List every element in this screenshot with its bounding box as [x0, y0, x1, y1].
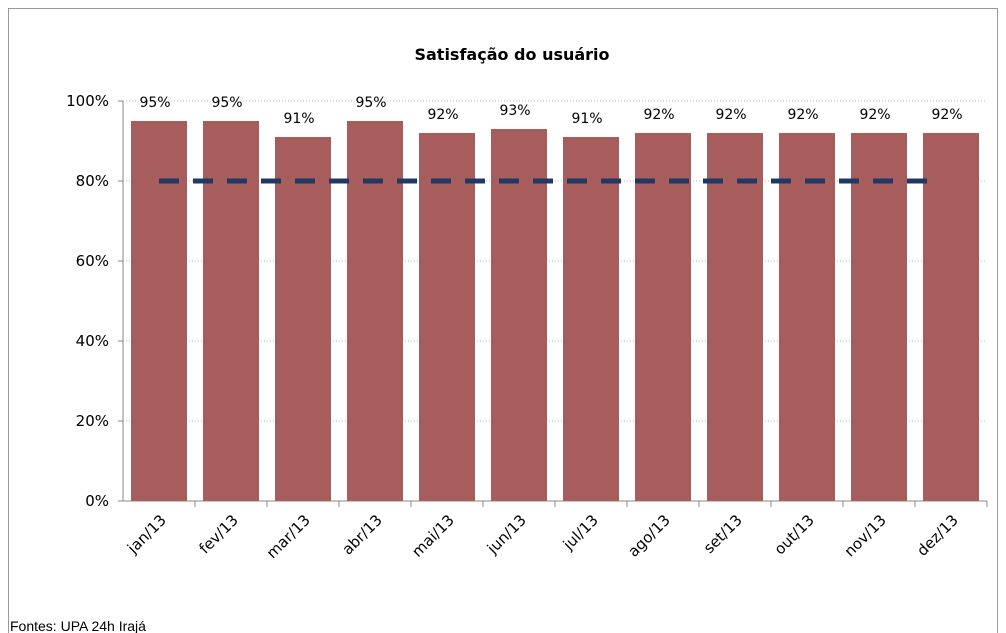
bar — [275, 137, 331, 501]
chart-title: Satisfação do usuário — [414, 45, 609, 64]
bar — [635, 133, 691, 501]
value-label: 95% — [139, 95, 170, 111]
source-note: Fontes: UPA 24h Irajá — [10, 618, 146, 633]
value-label: 93% — [499, 103, 530, 119]
bar — [851, 133, 907, 501]
value-label: 91% — [571, 111, 602, 127]
y-tick-label: 80% — [76, 172, 109, 190]
y-tick-label: 40% — [76, 332, 109, 350]
value-label: 92% — [931, 107, 962, 123]
bar — [131, 121, 187, 501]
bar — [779, 133, 835, 501]
y-tick-label: 60% — [76, 252, 109, 270]
value-label: 92% — [643, 107, 674, 123]
value-label: 95% — [211, 95, 242, 111]
y-tick-label: 0% — [85, 492, 109, 510]
y-tick-label: 20% — [76, 412, 109, 430]
value-label: 92% — [715, 107, 746, 123]
value-label: 91% — [283, 111, 314, 127]
value-label: 92% — [787, 107, 818, 123]
bar — [419, 133, 475, 501]
bar — [707, 133, 763, 501]
y-tick-label: 100% — [66, 92, 109, 110]
value-label: 95% — [355, 95, 386, 111]
bar — [923, 133, 979, 501]
value-label: 92% — [859, 107, 890, 123]
bar — [203, 121, 259, 501]
bar — [563, 137, 619, 501]
value-label: 92% — [427, 107, 458, 123]
bar — [347, 121, 403, 501]
bar — [491, 129, 547, 501]
